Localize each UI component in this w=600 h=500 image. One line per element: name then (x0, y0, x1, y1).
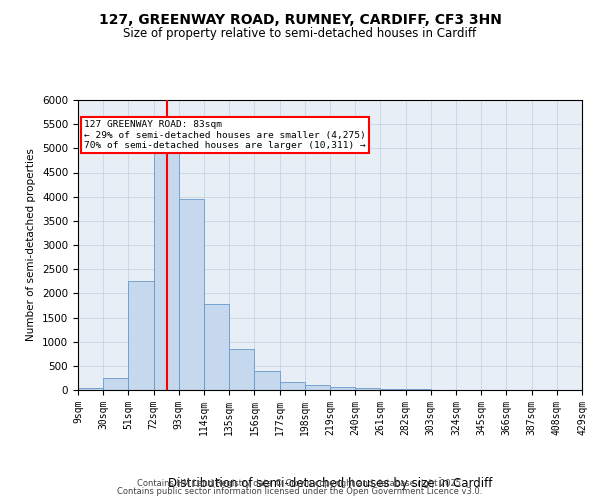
Text: 127, GREENWAY ROAD, RUMNEY, CARDIFF, CF3 3HN: 127, GREENWAY ROAD, RUMNEY, CARDIFF, CF3… (98, 12, 502, 26)
Bar (330, 386, 355, 390)
Bar (78, 388, 103, 390)
X-axis label: Distribution of semi-detached houses by size in Cardiff: Distribution of semi-detached houses by … (168, 476, 492, 490)
Y-axis label: Number of semi-detached properties: Number of semi-detached properties (26, 148, 37, 342)
Text: 127 GREENWAY ROAD: 83sqm
← 29% of semi-detached houses are smaller (4,275)
70% o: 127 GREENWAY ROAD: 83sqm ← 29% of semi-d… (84, 120, 366, 150)
Bar (280, 382, 305, 390)
Bar (254, 370, 280, 390)
Bar (380, 388, 406, 390)
Bar (179, 199, 204, 390)
Text: Contains public sector information licensed under the Open Government Licence v3: Contains public sector information licen… (118, 487, 482, 496)
Bar (305, 385, 330, 390)
Bar (128, 281, 154, 390)
Bar (154, 151, 179, 390)
Bar (103, 378, 128, 390)
Text: Contains HM Land Registry data © Crown copyright and database right 2025.: Contains HM Land Registry data © Crown c… (137, 478, 463, 488)
Bar (204, 304, 229, 390)
Text: Size of property relative to semi-detached houses in Cardiff: Size of property relative to semi-detach… (124, 28, 476, 40)
Bar (229, 349, 254, 390)
Bar (355, 388, 380, 390)
